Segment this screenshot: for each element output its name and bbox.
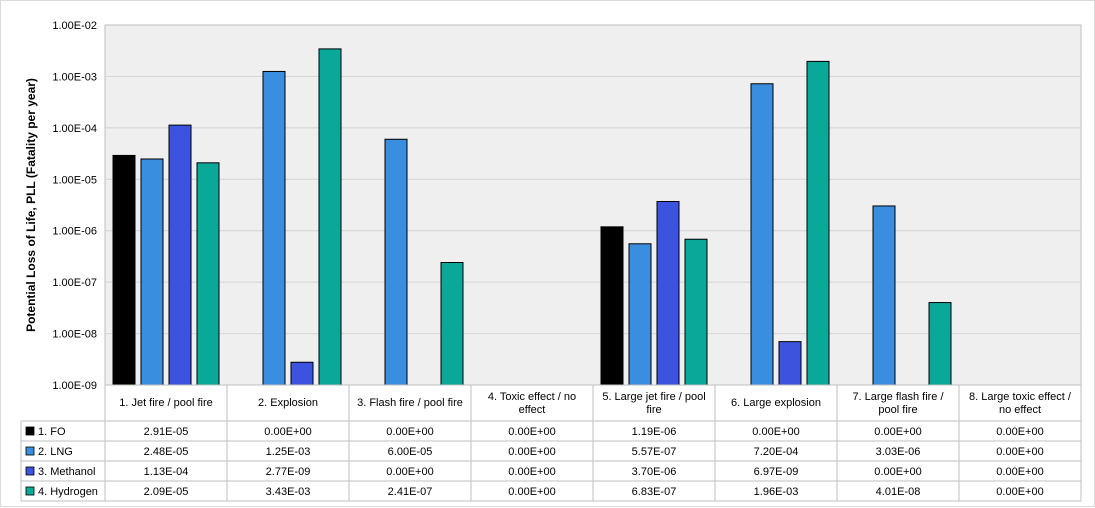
category-label: 2. Explosion	[258, 397, 318, 409]
legend-label: 1. FO	[38, 426, 66, 438]
category-label: no effect	[999, 404, 1041, 416]
data-label: 0.00E+00	[264, 426, 311, 438]
data-label: 0.00E+00	[996, 446, 1043, 458]
bar	[628, 243, 652, 386]
data-label: 2.77E-09	[266, 466, 311, 478]
bar	[112, 154, 136, 386]
category-label: 1. Jet fire / pool fire	[119, 397, 213, 409]
bar	[656, 200, 680, 386]
data-label: 0.00E+00	[386, 426, 433, 438]
bar	[168, 124, 192, 386]
category-label: effect	[519, 404, 546, 416]
bar	[684, 238, 708, 386]
data-label: 1.25E-03	[266, 446, 311, 458]
data-label: 1.13E-04	[144, 466, 189, 478]
data-label: 0.00E+00	[752, 426, 799, 438]
y-axis-title: Potential Loss of Life, PLL (Fatality pe…	[24, 78, 38, 332]
y-tick-label: 1.00E-06	[52, 226, 97, 238]
legend-label: 3. Methanol	[38, 466, 95, 478]
data-label: 0.00E+00	[874, 426, 921, 438]
data-label: 6.83E-07	[632, 486, 677, 498]
data-label: 5.57E-07	[632, 446, 677, 458]
bar	[872, 205, 896, 386]
data-label: 0.00E+00	[386, 466, 433, 478]
data-label: 0.00E+00	[508, 486, 555, 498]
legend-swatch	[25, 486, 35, 496]
y-tick-label: 1.00E-02	[52, 20, 97, 32]
data-label: 6.97E-09	[754, 466, 799, 478]
category-label: 7. Large flash fire /	[852, 391, 944, 403]
legend-swatch	[25, 446, 35, 456]
y-tick-label: 1.00E-05	[52, 174, 97, 186]
legend-swatch	[25, 466, 35, 476]
legend-label: 2. LNG	[38, 446, 73, 458]
y-tick-label: 1.00E-07	[52, 277, 97, 289]
data-label: 1.19E-06	[632, 426, 677, 438]
y-tick-label: 1.00E-03	[52, 71, 97, 83]
data-label: 7.20E-04	[754, 446, 799, 458]
data-label: 0.00E+00	[508, 446, 555, 458]
bar	[806, 60, 830, 386]
data-label: 3.70E-06	[632, 466, 677, 478]
bar	[440, 261, 464, 386]
data-label: 0.00E+00	[508, 466, 555, 478]
data-label: 3.43E-03	[266, 486, 311, 498]
bar	[600, 226, 624, 386]
y-tick-label: 1.00E-09	[52, 380, 97, 392]
data-label: 2.48E-05	[144, 446, 189, 458]
data-label: 4.01E-08	[876, 486, 921, 498]
data-label: 0.00E+00	[996, 426, 1043, 438]
data-label: 2.91E-05	[144, 426, 189, 438]
data-label: 0.00E+00	[874, 466, 921, 478]
y-tick-label: 1.00E-04	[52, 123, 97, 135]
bar	[196, 162, 220, 386]
y-tick-label: 1.00E-08	[52, 329, 97, 341]
bar	[928, 302, 952, 386]
data-label: 6.00E-05	[388, 446, 433, 458]
category-label: pool fire	[878, 404, 917, 416]
data-label: 0.00E+00	[996, 486, 1043, 498]
bar	[384, 138, 408, 386]
category-label: 4. Toxic effect / no	[488, 391, 576, 403]
bar	[778, 341, 802, 386]
bar	[318, 48, 342, 386]
data-label: 0.00E+00	[996, 466, 1043, 478]
bar	[140, 158, 164, 386]
category-label: 6. Large explosion	[731, 397, 821, 409]
category-label: 5. Large jet fire / pool	[602, 391, 705, 403]
legend-label: 4. Hydrogen	[38, 486, 98, 498]
data-label: 0.00E+00	[508, 426, 555, 438]
data-label: 3.03E-06	[876, 446, 921, 458]
bar	[262, 70, 286, 386]
data-label: 2.09E-05	[144, 486, 189, 498]
data-label: 2.41E-07	[388, 486, 433, 498]
bar	[750, 83, 774, 386]
legend-swatch	[25, 426, 35, 436]
data-label: 1.96E-03	[754, 486, 799, 498]
category-label: 3. Flash fire / pool fire	[357, 397, 463, 409]
bar	[290, 361, 314, 386]
category-label: fire	[646, 404, 661, 416]
category-label: 8. Large toxic effect /	[969, 391, 1072, 403]
